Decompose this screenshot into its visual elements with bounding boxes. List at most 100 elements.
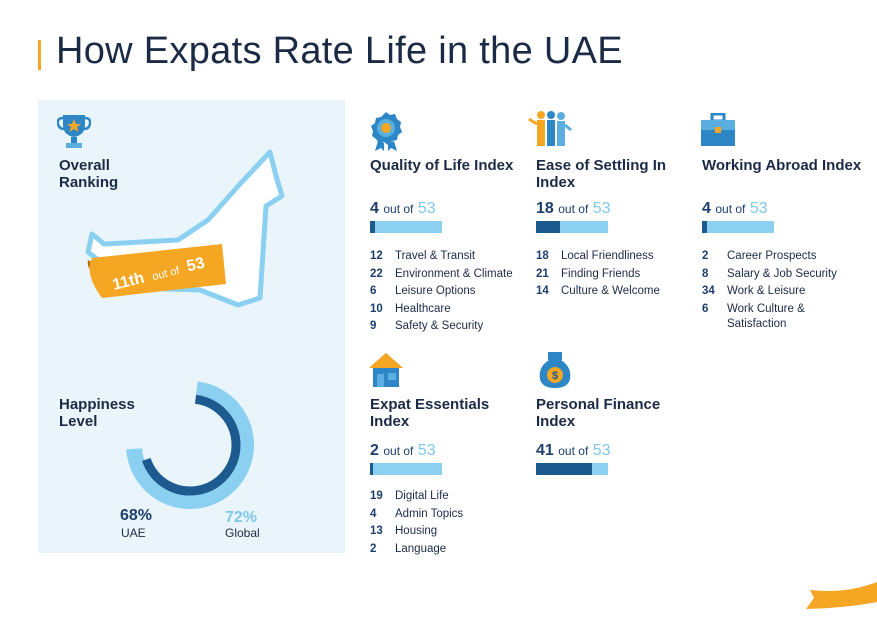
happiness-donut-chart bbox=[126, 381, 254, 509]
rank-ribbon bbox=[92, 244, 226, 298]
working-abroad-bar bbox=[702, 221, 774, 233]
svg-text:$: $ bbox=[552, 370, 558, 382]
overall-rank-total: 53 bbox=[185, 255, 206, 276]
item-rank: 19 bbox=[370, 490, 383, 502]
item-name: Healthcare bbox=[395, 302, 451, 315]
score-total: 53 bbox=[592, 442, 611, 459]
people-group-icon bbox=[528, 111, 572, 146]
list-item: 34 Work & Leisure bbox=[702, 283, 852, 301]
list-item: 10 Healthcare bbox=[370, 301, 530, 319]
expat-essentials-subranks: 19 Digital Life 4 Admin Topics 13 Housing 2… bbox=[370, 488, 520, 558]
item-rank: 22 bbox=[370, 267, 383, 280]
item-rank: 14 bbox=[536, 285, 549, 297]
score-rank: 41 bbox=[536, 442, 554, 459]
corner-ribbon-decoration bbox=[806, 582, 877, 609]
item-rank: 12 bbox=[370, 250, 383, 262]
expat-essentials-bar bbox=[370, 463, 442, 475]
item-name: Local Friendliness bbox=[561, 250, 654, 262]
page-title: How Expats Rate Life in the UAE bbox=[56, 30, 623, 72]
ease-of-settling-title: Ease of Settling In Index bbox=[536, 157, 667, 191]
item-rank: 21 bbox=[536, 267, 549, 280]
item-rank: 34 bbox=[702, 285, 715, 297]
item-rank: 6 bbox=[370, 285, 377, 297]
list-item: 13 Housing bbox=[370, 523, 520, 541]
bar-fill bbox=[370, 221, 376, 233]
item-rank: 13 bbox=[370, 525, 383, 537]
quality-of-life-subranks: 12 Travel & Transit 22 Environment & Clima… bbox=[370, 248, 530, 336]
uae-happiness-ring bbox=[142, 394, 241, 496]
happiness-level-label: Happiness Level bbox=[59, 396, 135, 430]
award-ribbon-icon bbox=[371, 112, 402, 151]
list-item: 12 Travel & Transit bbox=[370, 248, 530, 266]
score-of: out of bbox=[558, 202, 589, 216]
list-item: 8 Salary & Job Security bbox=[702, 266, 852, 284]
working-abroad-subranks: 2 Career Prospects 8 Salary & Job Security… bbox=[702, 248, 852, 332]
list-item: 6 Work Culture & Satisfaction bbox=[702, 301, 814, 332]
item-rank: 6 bbox=[702, 302, 709, 315]
money-bag-icon: $ bbox=[539, 352, 571, 388]
bar-fill bbox=[370, 463, 373, 475]
item-name: Housing bbox=[395, 525, 438, 537]
ease-of-settling-subranks: 18 Local Friendliness 21 Finding Friends 1… bbox=[536, 248, 686, 301]
score-total: 53 bbox=[749, 200, 768, 217]
briefcase-icon bbox=[701, 113, 735, 146]
trophy-icon bbox=[57, 115, 91, 148]
score-rank: 4 bbox=[702, 200, 711, 217]
list-item: 22 Environment & Climate bbox=[370, 266, 530, 284]
uae-happiness-label: UAE bbox=[121, 526, 146, 540]
ease-of-settling-bar bbox=[536, 221, 608, 233]
item-name: Environment & Climate bbox=[395, 267, 513, 280]
item-name: Safety & Security bbox=[395, 320, 484, 332]
list-item: 18 Local Friendliness bbox=[536, 248, 686, 266]
item-name: Culture & Welcome bbox=[561, 285, 660, 297]
working-abroad-title: Working Abroad Index bbox=[702, 157, 862, 174]
uae-map-shape: 11th out of 53 bbox=[85, 149, 285, 308]
item-name: Language bbox=[395, 542, 447, 555]
list-item: 6 Leisure Options bbox=[370, 283, 530, 301]
title-accent-bar bbox=[38, 40, 41, 70]
item-name: Travel & Transit bbox=[395, 250, 476, 262]
list-item: 21 Finding Friends bbox=[536, 266, 686, 284]
score-of: out of bbox=[715, 202, 746, 216]
bar-fill bbox=[536, 463, 592, 475]
score-rank: 18 bbox=[536, 200, 554, 217]
expat-essentials-score: 2 out of 53 bbox=[370, 442, 436, 460]
score-of: out of bbox=[383, 444, 414, 458]
item-name: Finding Friends bbox=[561, 267, 641, 280]
score-total: 53 bbox=[417, 200, 436, 217]
list-item: 9 Safety & Security bbox=[370, 318, 530, 336]
uae-happiness-value: 68% bbox=[120, 507, 153, 524]
score-rank: 4 bbox=[370, 200, 379, 217]
item-rank: 2 bbox=[370, 542, 377, 555]
item-name: Digital Life bbox=[395, 490, 449, 502]
quality-of-life-score: 4 out of 53 bbox=[370, 200, 436, 218]
item-rank: 18 bbox=[536, 250, 549, 262]
ease-of-settling-score: 18 out of 53 bbox=[536, 200, 611, 218]
item-rank: 4 bbox=[370, 507, 377, 520]
list-item: 14 Culture & Welcome bbox=[536, 283, 686, 301]
global-happiness-label: Global bbox=[225, 526, 260, 540]
score-rank: 2 bbox=[370, 442, 379, 459]
personal-finance-score: 41 out of 53 bbox=[536, 442, 611, 460]
overview-panel bbox=[38, 100, 345, 553]
score-total: 53 bbox=[417, 442, 436, 459]
personal-finance-title: Personal Finance Index bbox=[536, 396, 661, 430]
list-item: 2 Career Prospects bbox=[702, 248, 852, 266]
item-name: Work & Leisure bbox=[727, 285, 806, 297]
item-name: Leisure Options bbox=[395, 285, 476, 297]
expat-essentials-title: Expat Essentials Index bbox=[370, 396, 490, 430]
bar-fill bbox=[536, 221, 561, 233]
personal-finance-bar bbox=[536, 463, 608, 475]
item-name: Admin Topics bbox=[395, 507, 464, 520]
list-item: 2 Language bbox=[370, 541, 520, 559]
quality-of-life-bar bbox=[370, 221, 442, 233]
item-name: Work Culture & Satisfaction bbox=[727, 302, 805, 330]
item-rank: 10 bbox=[370, 302, 383, 315]
item-name: Salary & Job Security bbox=[727, 267, 837, 280]
global-happiness-ring bbox=[126, 381, 254, 509]
list-item: 19 Digital Life bbox=[370, 488, 520, 506]
item-rank: 2 bbox=[702, 250, 709, 262]
item-rank: 8 bbox=[702, 267, 709, 280]
global-happiness-value: 72% bbox=[225, 509, 258, 526]
overall-ranking-label: Overall Ranking bbox=[59, 157, 119, 191]
